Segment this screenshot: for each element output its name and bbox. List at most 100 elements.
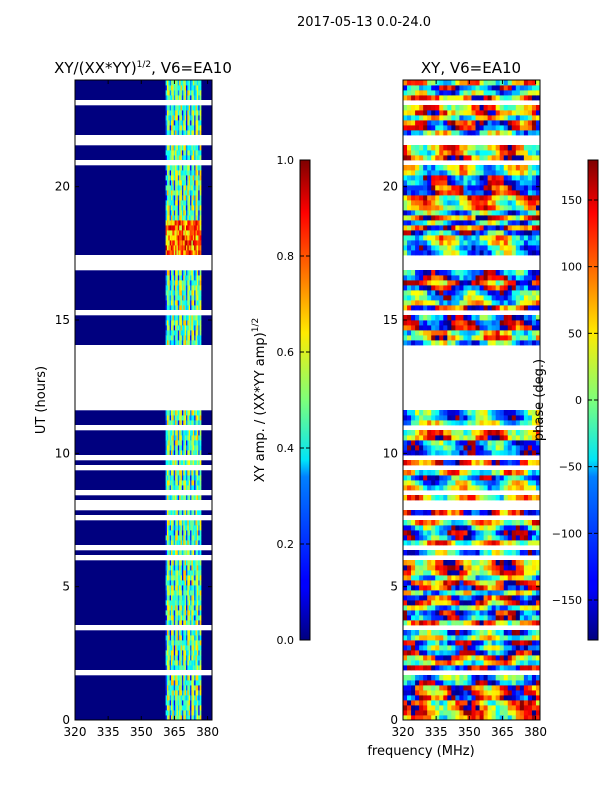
heatmap-cell xyxy=(531,320,537,326)
heatmap-cell xyxy=(177,585,180,591)
heatmap-cell xyxy=(527,520,533,526)
heatmap-cell xyxy=(171,690,173,696)
heatmap-cell xyxy=(173,305,176,311)
heatmap-cell xyxy=(439,480,444,486)
heatmap-cell xyxy=(198,410,200,416)
heatmap-cell xyxy=(451,695,456,701)
heatmap-cell xyxy=(192,150,195,156)
heatmap-cell xyxy=(531,280,537,286)
heatmap-cell xyxy=(519,560,525,566)
heatmap-cell xyxy=(188,315,191,321)
heatmap-cell xyxy=(431,680,436,686)
heatmap-cell xyxy=(471,680,476,686)
heatmap-cell xyxy=(195,525,198,531)
flagged-row xyxy=(75,515,212,521)
heatmap-cell xyxy=(459,655,464,661)
heatmap-cell xyxy=(172,700,175,706)
heatmap-cell xyxy=(503,665,509,671)
heatmap-cell xyxy=(475,650,480,656)
heatmap-cell xyxy=(515,695,521,701)
heatmap-cell xyxy=(173,285,176,291)
heatmap-cell xyxy=(194,115,196,121)
heatmap-cell xyxy=(419,695,424,701)
heatmap-cell xyxy=(180,680,183,686)
heatmap-cell xyxy=(523,270,529,276)
heatmap-cell xyxy=(184,475,187,481)
heatmap-cell xyxy=(191,445,194,451)
heatmap-cell xyxy=(407,335,412,341)
heatmap-cell xyxy=(195,280,198,286)
flagged-row xyxy=(75,310,212,316)
heatmap-cell xyxy=(171,715,173,720)
heatmap-cell xyxy=(184,165,187,171)
heatmap-cell xyxy=(515,485,521,491)
heatmap-cell xyxy=(188,630,191,636)
heatmap-cell xyxy=(180,570,183,576)
heatmap-cell xyxy=(187,600,190,606)
heatmap-cell xyxy=(192,85,195,91)
heatmap-cell xyxy=(195,165,198,171)
heatmap-cell xyxy=(169,105,172,111)
heatmap-cell xyxy=(195,565,198,571)
heatmap-cell xyxy=(175,480,177,486)
heatmap-cell xyxy=(175,165,177,171)
heatmap-cell xyxy=(176,195,179,201)
heatmap-cell xyxy=(487,275,493,281)
heatmap-cell xyxy=(195,245,198,251)
heatmap-cell xyxy=(479,575,484,581)
heatmap-cell xyxy=(179,300,181,306)
heatmap-cell xyxy=(439,685,444,691)
heatmap-cell xyxy=(427,430,432,436)
heatmap-cell xyxy=(171,305,173,311)
heatmap-cell xyxy=(187,215,190,221)
heatmap-cell xyxy=(511,570,517,576)
heatmap-cell xyxy=(177,675,180,681)
heatmap-cell xyxy=(483,635,489,641)
heatmap-cell xyxy=(190,645,192,651)
heatmap-cell xyxy=(196,580,199,586)
heatmap-cell xyxy=(169,170,172,176)
flagged-row xyxy=(75,405,212,411)
heatmap-cell xyxy=(491,655,497,661)
heatmap-cell xyxy=(403,660,408,666)
heatmap-cell xyxy=(175,535,177,541)
heatmap-cell xyxy=(190,95,192,101)
heatmap-cell xyxy=(190,150,192,156)
heatmap-cell xyxy=(519,640,525,646)
heatmap-cell xyxy=(171,90,173,96)
heatmap-cell xyxy=(166,125,169,131)
heatmap-cell xyxy=(451,705,456,711)
heatmap-cell xyxy=(499,285,505,291)
heatmap-cell xyxy=(535,665,540,671)
heatmap-cell xyxy=(503,575,509,581)
heatmap-cell xyxy=(196,175,199,181)
heatmap-cell xyxy=(181,290,184,296)
heatmap-cell xyxy=(459,710,464,716)
heatmap-cell xyxy=(195,145,198,151)
heatmap-cell xyxy=(491,240,497,246)
heatmap-cell xyxy=(195,580,198,586)
heatmap-cell xyxy=(183,130,186,136)
heatmap-cell xyxy=(427,450,432,456)
heatmap-cell xyxy=(184,590,187,596)
heatmap-cell xyxy=(179,530,181,536)
heatmap-cell xyxy=(419,445,424,451)
heatmap-cell xyxy=(523,605,529,611)
heatmap-cell xyxy=(451,550,456,556)
heatmap-cell xyxy=(175,420,177,426)
heatmap-cell xyxy=(419,595,424,601)
heatmap-cell xyxy=(198,640,200,646)
heatmap-cell xyxy=(483,340,489,346)
heatmap-cell xyxy=(471,565,476,571)
heatmap-cell xyxy=(499,665,505,671)
heatmap-cell xyxy=(169,250,172,256)
heatmap-cell xyxy=(447,330,452,336)
colorbar-amplitude-label-base: XY amp. / (XX*YY amp) xyxy=(253,332,268,482)
heatmap-cell xyxy=(194,145,196,151)
heatmap-cell xyxy=(176,690,179,696)
heatmap-cell xyxy=(499,655,505,661)
heatmap-cell xyxy=(169,525,172,531)
heatmap-cell xyxy=(443,235,448,241)
heatmap-cell xyxy=(183,245,186,251)
heatmap-cell xyxy=(503,495,509,501)
